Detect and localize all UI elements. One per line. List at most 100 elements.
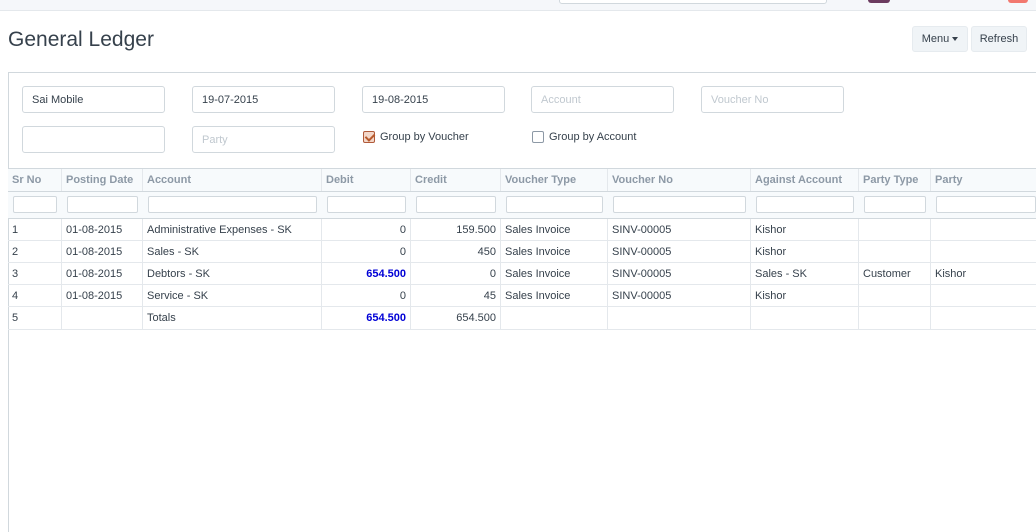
party-type-cell xyxy=(859,219,931,240)
company-field[interactable] xyxy=(22,86,165,113)
debit-cell: 0 xyxy=(322,241,411,262)
sr-no-cell: 5 xyxy=(8,307,62,329)
against-account-cell: Kishor xyxy=(751,285,859,306)
voucher-no-cell: SINV-00005 xyxy=(608,219,751,240)
group-by-account-checkbox[interactable]: Group by Account xyxy=(532,131,636,143)
column-header[interactable]: Debit xyxy=(322,169,411,191)
column-filter-input[interactable] xyxy=(327,196,406,213)
column-filter-input[interactable] xyxy=(756,196,854,213)
account-field[interactable] xyxy=(531,86,674,113)
credit-cell: 159.500 xyxy=(411,219,501,240)
sr-no-cell: 2 xyxy=(8,241,62,262)
voucher-type-cell xyxy=(501,307,608,329)
posting-date-cell: 01-08-2015 xyxy=(62,219,143,240)
voucher-type-cell: Sales Invoice xyxy=(501,285,608,306)
party-cell xyxy=(931,241,1036,262)
to-date-field[interactable] xyxy=(362,86,505,113)
column-header[interactable]: Posting Date xyxy=(62,169,143,191)
against-account-cell: Sales - SK xyxy=(751,263,859,284)
against-account-cell: Kishor xyxy=(751,219,859,240)
voucher-type-cell: Sales Invoice xyxy=(501,219,608,240)
column-header[interactable]: Party Type xyxy=(859,169,931,191)
account-cell: Service - SK xyxy=(143,285,322,306)
voucher-no-cell xyxy=(608,307,751,329)
party-type-cell: Customer xyxy=(859,263,931,284)
credit-cell: 0 xyxy=(411,263,501,284)
posting-date-cell xyxy=(62,307,143,329)
column-filter-input[interactable] xyxy=(67,196,138,213)
column-header[interactable]: Against Account xyxy=(751,169,859,191)
column-header[interactable]: Credit xyxy=(411,169,501,191)
table-row[interactable]: 3 01-08-2015 Debtors - SK 654.500 0 Sale… xyxy=(8,263,1036,285)
account-cell: Administrative Expenses - SK xyxy=(143,219,322,240)
column-filter-input[interactable] xyxy=(13,196,57,213)
column-header[interactable]: Voucher No xyxy=(608,169,751,191)
refresh-button[interactable]: Refresh xyxy=(971,26,1027,52)
voucher-no-cell: SINV-00005 xyxy=(608,263,751,284)
column-filter-input[interactable] xyxy=(936,196,1036,213)
notification-icon[interactable] xyxy=(1008,0,1028,3)
against-account-cell xyxy=(751,307,859,329)
posting-date-cell: 01-08-2015 xyxy=(62,263,143,284)
voucher-type-cell: Sales Invoice xyxy=(501,241,608,262)
grid-filter-row xyxy=(8,192,1036,219)
party-cell: Kishor xyxy=(931,263,1036,284)
group-by-voucher-label: Group by Voucher xyxy=(380,131,469,143)
account-cell: Sales - SK xyxy=(143,241,322,262)
report-body xyxy=(8,72,1036,532)
column-header[interactable]: Account xyxy=(143,169,322,191)
credit-cell: 45 xyxy=(411,285,501,306)
posting-date-cell: 01-08-2015 xyxy=(62,285,143,306)
column-filter-input[interactable] xyxy=(416,196,496,213)
table-row[interactable]: 2 01-08-2015 Sales - SK 0 450 Sales Invo… xyxy=(8,241,1036,263)
group-by-account-label: Group by Account xyxy=(549,131,637,143)
column-filter-input[interactable] xyxy=(864,196,926,213)
against-account-cell: Kishor xyxy=(751,241,859,262)
party-field[interactable] xyxy=(192,126,335,153)
debit-cell: 654.500 xyxy=(322,307,411,329)
debit-cell: 654.500 xyxy=(322,263,411,284)
column-filter-input[interactable] xyxy=(148,196,317,213)
awesome-bar-search-input[interactable] xyxy=(559,0,827,4)
sr-no-cell: 4 xyxy=(8,285,62,306)
checkbox-checked-icon xyxy=(363,131,375,143)
party-cell xyxy=(931,219,1036,240)
debit-cell: 0 xyxy=(322,219,411,240)
column-header[interactable]: Party xyxy=(931,169,1036,191)
column-filter-input[interactable] xyxy=(506,196,603,213)
totals-row[interactable]: 5 Totals 654.500 654.500 xyxy=(8,307,1036,330)
voucher-no-cell: SINV-00005 xyxy=(608,241,751,262)
party-type-cell xyxy=(859,241,931,262)
account-cell: Totals xyxy=(143,307,322,329)
column-filter-input[interactable] xyxy=(613,196,746,213)
user-avatar[interactable] xyxy=(868,0,890,3)
party-cell xyxy=(931,285,1036,306)
top-navbar xyxy=(0,0,1036,11)
party-type-cell xyxy=(859,307,931,329)
account-cell: Debtors - SK xyxy=(143,263,322,284)
checkbox-unchecked-icon xyxy=(532,131,544,143)
credit-cell: 654.500 xyxy=(411,307,501,329)
party-type-field[interactable] xyxy=(22,126,165,153)
voucher-no-field[interactable] xyxy=(701,86,844,113)
posting-date-cell: 01-08-2015 xyxy=(62,241,143,262)
group-by-voucher-checkbox[interactable]: Group by Voucher xyxy=(363,131,469,143)
table-row[interactable]: 1 01-08-2015 Administrative Expenses - S… xyxy=(8,219,1036,241)
debit-cell: 0 xyxy=(322,285,411,306)
from-date-field[interactable] xyxy=(192,86,335,113)
party-type-cell xyxy=(859,285,931,306)
column-header[interactable]: Voucher Type xyxy=(501,169,608,191)
menu-button[interactable]: Menu xyxy=(912,26,968,52)
grid-header-row: Sr No Posting Date Account Debit Credit … xyxy=(8,168,1036,192)
voucher-type-cell: Sales Invoice xyxy=(501,263,608,284)
party-cell xyxy=(931,307,1036,329)
sr-no-cell: 3 xyxy=(8,263,62,284)
menu-button-label: Menu xyxy=(921,33,950,45)
sr-no-cell: 1 xyxy=(8,219,62,240)
voucher-no-cell: SINV-00005 xyxy=(608,285,751,306)
credit-cell: 450 xyxy=(411,241,501,262)
caret-down-icon xyxy=(952,37,959,42)
column-header[interactable]: Sr No xyxy=(8,169,62,191)
page-title: General Ledger xyxy=(8,28,154,51)
table-row[interactable]: 4 01-08-2015 Service - SK 0 45 Sales Inv… xyxy=(8,285,1036,307)
